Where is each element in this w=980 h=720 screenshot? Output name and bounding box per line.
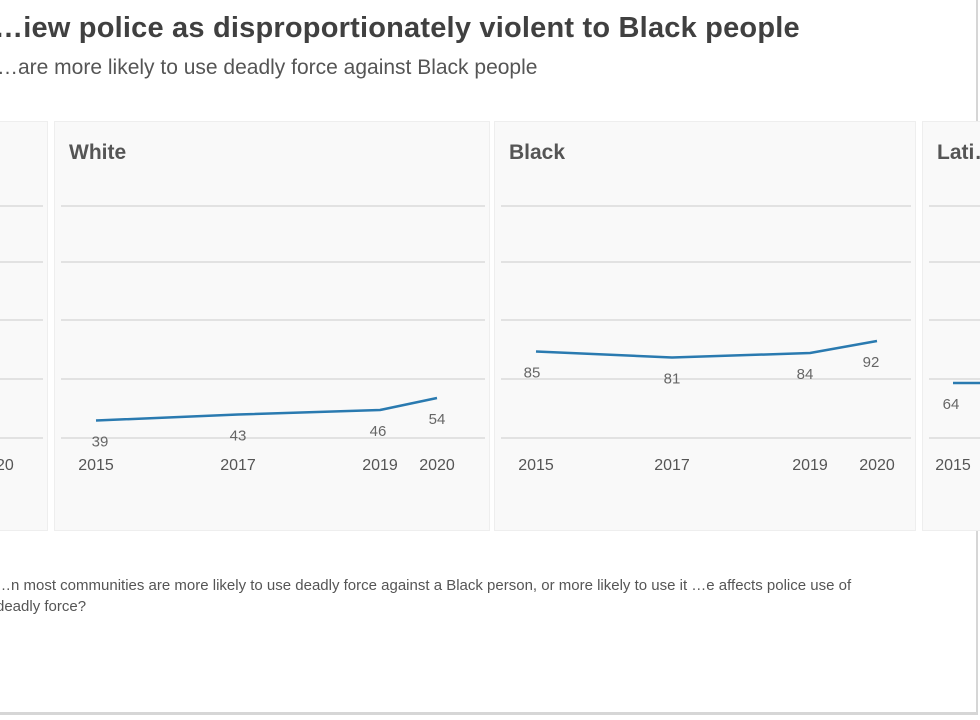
data-label: 46 [370,423,387,440]
panel-white-title: White [69,141,127,164]
data-label: 39 [92,434,109,451]
x-tick-label: 2015 [78,457,114,474]
footnote: …n most communities are more likely to u… [0,577,852,615]
x-tick-label: 2017 [220,457,256,474]
panel-black: Black 85 81 84 92 2015 2017 2019 2020 [494,121,916,531]
panel-black-title: Black [509,141,566,164]
panel-white-plot: 39 43 46 54 2015 2017 2019 2020 [61,205,485,474]
data-label: 64 [943,396,960,413]
panel-latino-title: Lati… [937,141,980,164]
data-label: 85 [524,365,541,382]
x-tick-label: 2020 [0,457,14,474]
chart-subtitle: …are more likely to use deadly force aga… [0,56,538,79]
panel-latino-plot: 64 2015 [929,205,980,474]
panel-white: White 39 43 46 54 2015 2017 2019 2020 [54,121,490,531]
data-label: 92 [863,354,880,371]
chart-title: …iew police as disproportionately violen… [0,12,800,44]
data-label: 81 [664,371,681,388]
panel-latino: Lati… 64 2015 [922,121,980,531]
series-line [535,339,878,359]
panel-black-plot: 85 81 84 92 2015 2017 2019 2020 [501,205,911,474]
x-tick-label: 2015 [935,457,971,474]
panel-overall-plot: 612020 [0,205,43,474]
data-label: 84 [797,366,814,383]
x-tick-label: 2020 [419,457,455,474]
x-tick-label: 2015 [518,457,554,474]
panel-overall: 612020 [0,121,48,531]
data-label: 54 [429,411,446,428]
x-tick-label: 2020 [859,457,895,474]
data-label: 43 [230,428,247,445]
x-tick-label: 2017 [654,457,690,474]
x-tick-label: 2019 [362,457,398,474]
series-line [95,396,438,422]
x-tick-label: 2019 [792,457,828,474]
